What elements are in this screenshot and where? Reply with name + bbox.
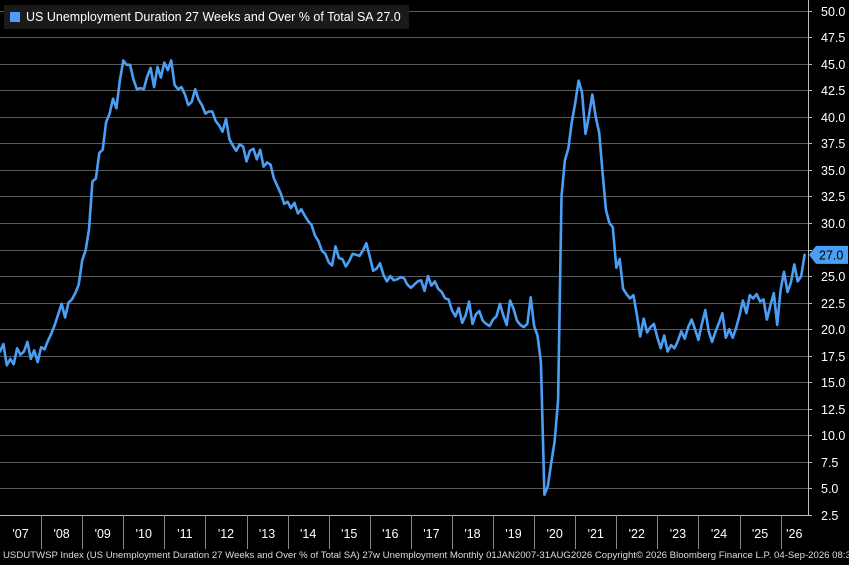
chart-footer: USDUTWSP Index (US Unemployment Duration… <box>3 550 849 561</box>
last-value-label: 27.0 <box>819 248 843 262</box>
x-tick-label: '07 <box>12 527 28 541</box>
x-tick-label: '20 <box>546 527 562 541</box>
y-tick-label: 40.0 <box>821 111 845 125</box>
y-tick-label: 20.0 <box>821 323 845 337</box>
y-tick-label: 12.5 <box>821 403 845 417</box>
chart-legend: US Unemployment Duration 27 Weeks and Ov… <box>4 5 409 29</box>
x-tick-label: '15 <box>341 527 357 541</box>
x-tick-label: '17 <box>423 527 439 541</box>
y-tick-label: 7.5 <box>821 456 838 470</box>
x-tick-label: '22 <box>629 527 645 541</box>
y-tick-label: 10.0 <box>821 429 845 443</box>
y-axis: 2.5 5.0 7.5 10.0 12.5 15.0 17.5 20.0 22.5 25.0 27.… <box>808 0 845 523</box>
x-tick-label: '09 <box>95 527 111 541</box>
x-tick-label: '16 <box>382 527 398 541</box>
x-tick-label: '19 <box>505 527 521 541</box>
x-tick-label: '10 <box>136 527 152 541</box>
x-tick-label: '12 <box>218 527 234 541</box>
y-tick-label: 25.0 <box>821 270 845 284</box>
x-tick-label: '23 <box>670 527 686 541</box>
y-tick-label: 30.0 <box>821 217 845 231</box>
x-tick-label: '13 <box>259 527 275 541</box>
last-value-marker: 27.0 <box>809 245 848 264</box>
last-value-tag <box>809 245 848 264</box>
x-tick-label: '24 <box>711 527 727 541</box>
legend-label: US Unemployment Duration 27 Weeks and Ov… <box>26 10 401 24</box>
x-tick-label: '21 <box>588 527 604 541</box>
series-line <box>0 59 806 497</box>
line-chart: '07 '08 '09 '10 '11 '12 '13 '14 '15 '16 '17 '18 '19 '… <box>0 0 848 549</box>
x-axis: '07 '08 '09 '10 '11 '12 '13 '14 '15 '16 '17 '18 '19 '… <box>0 515 808 549</box>
gridlines <box>0 11 808 516</box>
y-tick-label: 42.5 <box>821 84 845 98</box>
x-tick-label: '18 <box>464 527 480 541</box>
legend-swatch <box>10 12 20 22</box>
series-layer <box>0 59 806 497</box>
x-tick-label: '11 <box>177 527 192 541</box>
x-tick-label: '25 <box>752 527 768 541</box>
y-tick-label: 45.0 <box>821 58 845 72</box>
x-tick-label: '08 <box>53 527 69 541</box>
y-tick-label: 35.0 <box>821 164 845 178</box>
x-tick-label: '14 <box>300 527 316 541</box>
y-tick-label: 50.0 <box>821 5 845 19</box>
y-tick-label: 5.0 <box>821 482 838 496</box>
x-tick-label: '26 <box>786 527 802 541</box>
y-tick-label: 37.5 <box>821 137 845 151</box>
y-tick-label: 32.5 <box>821 190 845 204</box>
y-tick-label: 2.5 <box>821 509 838 523</box>
y-tick-label: 15.0 <box>821 376 845 390</box>
y-tick-label: 22.5 <box>821 297 845 311</box>
y-tick-label: 47.5 <box>821 31 845 45</box>
y-tick-label: 17.5 <box>821 350 845 364</box>
